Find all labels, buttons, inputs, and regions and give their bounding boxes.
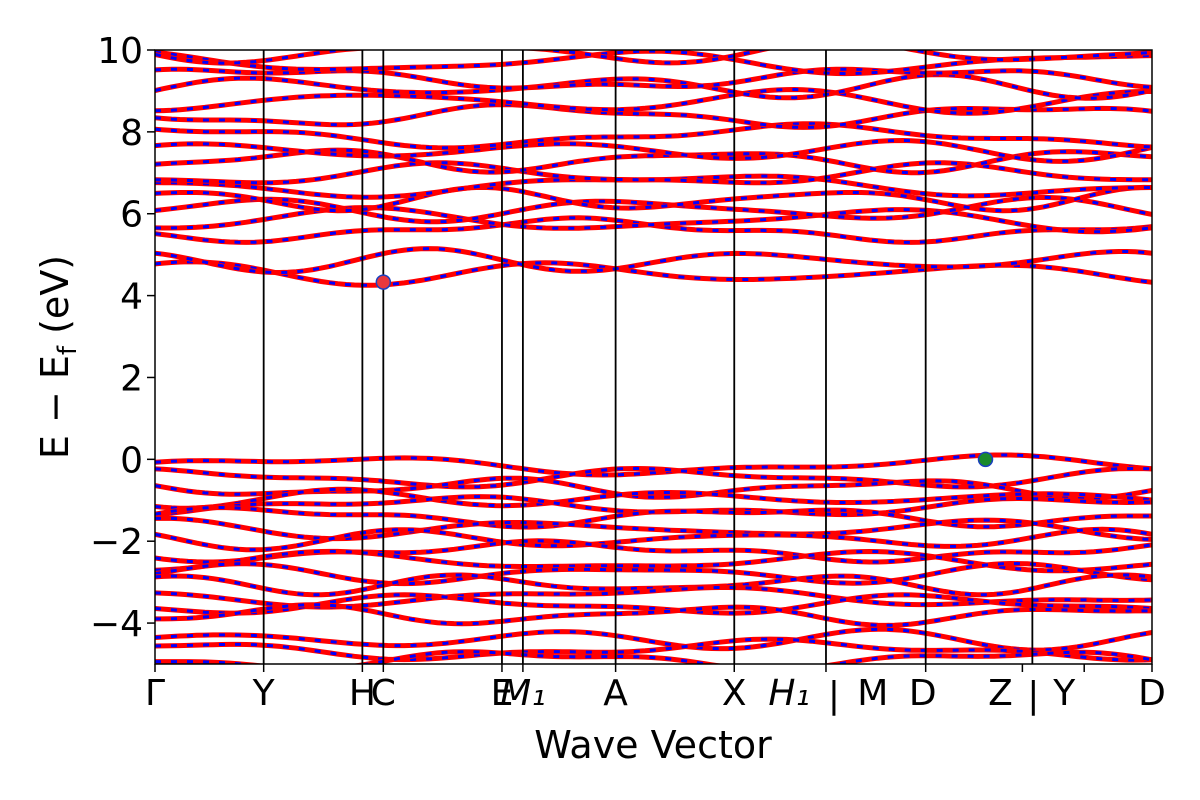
valence-band-line-dashed xyxy=(155,527,1152,552)
conduction-band-line-dashed xyxy=(155,161,1152,185)
conduction-band-line-dashed xyxy=(155,87,1152,115)
x-tick-label: Y xyxy=(252,673,276,714)
x-tick-label: Γ xyxy=(145,673,165,714)
y-axis-title: E − Ef (eV) xyxy=(33,255,83,459)
extremum-markers xyxy=(375,274,994,468)
conduction-band-line-dashed xyxy=(155,103,1152,129)
valence-band-line-dashed xyxy=(155,516,1152,541)
valence-band-line-dashed xyxy=(155,627,1152,652)
vbm-marker xyxy=(977,451,994,468)
conduction-band-line-dashed xyxy=(155,73,1152,100)
y-tick-label: −4 xyxy=(90,604,143,645)
x-separator-label: | xyxy=(1027,675,1039,716)
valence-band-line-dashed xyxy=(155,637,1152,662)
valence-band-line-dashed xyxy=(155,476,1152,501)
x-separator-label: | xyxy=(828,675,840,716)
valence-band-line-dashed xyxy=(155,505,1152,529)
x-tick-label: E xyxy=(491,673,514,714)
x-tick-label: H₁ xyxy=(768,673,810,714)
conduction-band-line xyxy=(155,184,1152,214)
y-axis-title-unit: (eV) xyxy=(33,255,77,346)
x-tick-label: Z xyxy=(988,673,1013,714)
valence-band-line-dashed xyxy=(155,561,1152,586)
valence-band-line-dashed xyxy=(155,487,1152,510)
y-tick-label: 0 xyxy=(120,440,143,481)
conduction-band-line-dashed xyxy=(155,138,1152,163)
plot-frame xyxy=(154,49,1153,665)
y-tick-label: −2 xyxy=(90,522,143,563)
x-tick-label: D xyxy=(1138,673,1166,714)
x-tick-label: M₁ xyxy=(500,673,546,714)
y-tick-label: 2 xyxy=(120,358,143,399)
x-tick-label: C xyxy=(371,673,396,714)
y-axis-ticks: −4 −2 0 2 4 6 8 10 xyxy=(90,31,155,645)
x-tick-label: D xyxy=(909,673,937,714)
x-axis-ticks: Γ Y HC EM₁ A X H₁ M D Z Y D| | xyxy=(145,664,1166,716)
conduction-band-line-dashed xyxy=(155,50,1152,65)
y-tick-label: 6 xyxy=(120,195,143,236)
x-tick-label: X xyxy=(722,673,747,714)
x-tick-label: H xyxy=(349,673,376,714)
conduction-band-line-dashed xyxy=(155,67,1152,90)
conduction-band-line-dashed xyxy=(155,122,1152,150)
y-axis-title-subscript: f xyxy=(53,345,83,355)
conduction-band-line-dashed xyxy=(155,195,1152,224)
conduction-band-line-dashed xyxy=(155,206,1152,234)
y-axis-title-main: E − E xyxy=(33,355,77,459)
valence-band-line-dashed xyxy=(155,573,1152,597)
kpoint-lines xyxy=(262,50,1034,664)
band-lines xyxy=(155,50,1152,664)
x-tick-label: A xyxy=(603,673,628,714)
valence-band-line-dashed xyxy=(155,650,1152,664)
x-tick-label: M xyxy=(857,673,888,714)
x-tick-label: Y xyxy=(1052,673,1076,714)
y-tick-label: 4 xyxy=(120,277,143,318)
valence-band-line-dashed xyxy=(155,539,1152,564)
conduction-band-line xyxy=(155,246,1152,276)
cbm-marker xyxy=(375,274,392,290)
y-tick-label: 10 xyxy=(97,31,143,72)
y-tick-label: 8 xyxy=(120,113,143,154)
conduction-band-line-dashed xyxy=(155,148,1152,175)
valence-band-line-dashed xyxy=(155,593,1152,615)
valence-band-line-dashed xyxy=(155,603,1152,627)
x-axis-title: Wave Vector xyxy=(534,723,772,767)
